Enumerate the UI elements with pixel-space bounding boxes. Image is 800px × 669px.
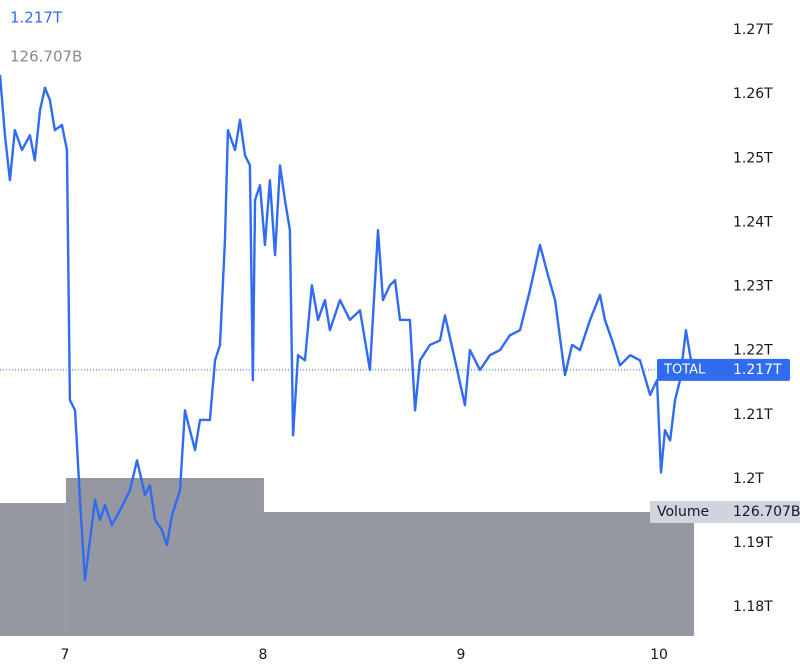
y-tick-label: 1.22T	[733, 343, 773, 359]
axes: 1.18T 1.19T 1.2T 1.21T 1.22T 1.23T 1.24T 1.25T 1…	[60, 22, 773, 663]
y-tick-label: 1.2T	[733, 471, 764, 487]
y-tick-label: 1.25T	[733, 150, 773, 166]
y-tick-label: 1.27T	[733, 22, 773, 38]
y-tick-label: 1.19T	[733, 535, 773, 551]
y-tick-label: 1.21T	[733, 407, 773, 423]
last-price-label: 1.217T	[733, 362, 782, 378]
x-tick-label: 8	[259, 647, 268, 663]
y-tick-label: 1.26T	[733, 86, 773, 102]
volume-bar	[0, 503, 66, 636]
y-tick-label: 1.23T	[733, 279, 773, 295]
x-tick-label: 7	[60, 647, 69, 663]
price-line	[0, 74, 695, 582]
volume-bar	[263, 512, 695, 636]
last-volume-label: 126.707B	[733, 504, 800, 520]
volume-label-box	[650, 501, 800, 524]
volume-bar	[65, 477, 264, 636]
volume-legend: 126.707B	[10, 48, 82, 66]
y-tick-label: 1.24T	[733, 214, 773, 230]
series-name-label: TOTAL	[663, 362, 706, 377]
volume-name-label: Volume	[657, 504, 709, 520]
y-tick-label: 1.18T	[733, 599, 773, 615]
x-tick-label: 10	[650, 647, 668, 663]
plot-area	[0, 74, 695, 636]
series-label-box	[657, 358, 790, 381]
price-legend: 1.217T	[10, 9, 63, 27]
x-tick-label: 9	[457, 647, 466, 663]
